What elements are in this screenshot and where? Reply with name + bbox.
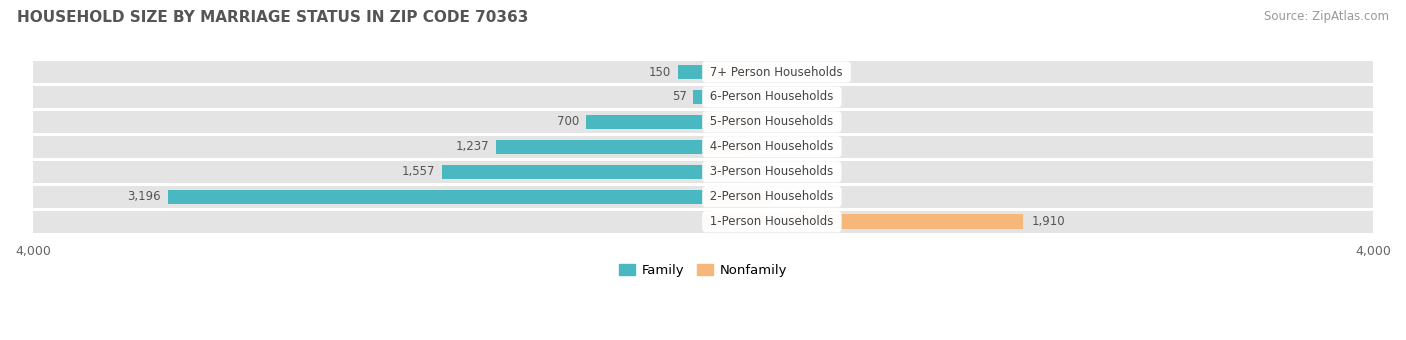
Bar (167, 189, 703, 204)
Bar (32, 211, 1374, 233)
Text: 1,237: 1,237 (456, 140, 489, 153)
Text: 700: 700 (557, 115, 579, 129)
Text: 2-Person Households: 2-Person Households (706, 190, 838, 203)
Text: 1,557: 1,557 (402, 165, 436, 178)
Bar (678, 65, 703, 79)
Bar (703, 115, 749, 129)
Bar (32, 161, 1374, 183)
Bar (441, 165, 703, 179)
Bar (32, 186, 1374, 208)
Legend: Family, Nonfamily: Family, Nonfamily (613, 259, 793, 282)
Text: 7+ Person Households: 7+ Person Households (706, 66, 846, 79)
Text: 1,910: 1,910 (1032, 215, 1064, 228)
Text: 4-Person Households: 4-Person Households (706, 140, 838, 153)
Bar (32, 86, 1374, 108)
Text: 28: 28 (758, 165, 773, 178)
Text: 5-Person Households: 5-Person Households (706, 115, 838, 129)
Text: 1-Person Households: 1-Person Households (706, 215, 838, 228)
Bar (496, 140, 703, 154)
Bar (32, 136, 1374, 158)
Bar (32, 61, 1374, 83)
Text: 0: 0 (758, 66, 766, 79)
Bar (703, 90, 749, 104)
Bar (703, 189, 772, 204)
Bar (703, 140, 749, 154)
Text: 0: 0 (758, 140, 766, 153)
Bar (703, 215, 1024, 229)
Text: 6-Person Households: 6-Person Households (706, 90, 838, 103)
Text: 413: 413 (780, 190, 803, 203)
Text: 0: 0 (758, 90, 766, 103)
Bar (703, 65, 749, 79)
Text: 3-Person Households: 3-Person Households (706, 165, 838, 178)
Text: 57: 57 (672, 90, 686, 103)
Text: 3,196: 3,196 (128, 190, 160, 203)
Bar (693, 90, 703, 104)
Text: HOUSEHOLD SIZE BY MARRIAGE STATUS IN ZIP CODE 70363: HOUSEHOLD SIZE BY MARRIAGE STATUS IN ZIP… (17, 10, 529, 25)
Text: 0: 0 (758, 115, 766, 129)
Bar (586, 115, 703, 129)
Bar (703, 165, 749, 179)
Text: Source: ZipAtlas.com: Source: ZipAtlas.com (1264, 10, 1389, 23)
Text: 150: 150 (650, 66, 671, 79)
Bar (32, 111, 1374, 133)
